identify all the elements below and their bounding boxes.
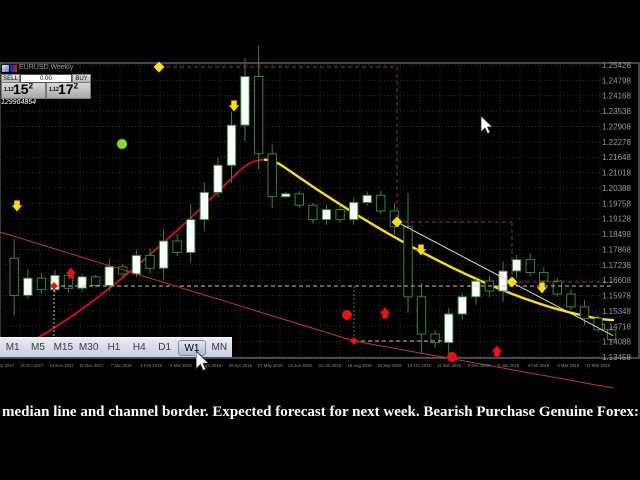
svg-text:15 Oct 2017: 15 Oct 2017 — [20, 363, 44, 368]
svg-text:24 Jun 2018: 24 Jun 2018 — [288, 363, 312, 368]
svg-text:1.18498: 1.18498 — [602, 230, 631, 239]
svg-text:29 Apr 2018: 29 Apr 2018 — [229, 363, 253, 368]
svg-text:1.21648: 1.21648 — [602, 153, 631, 162]
svg-text:3 Mar 2019: 3 Mar 2019 — [557, 363, 579, 368]
svg-text:1.21018: 1.21018 — [602, 169, 631, 178]
svg-text:1.24798: 1.24798 — [602, 76, 631, 85]
svg-text:6 Jan 2019: 6 Jan 2019 — [498, 363, 520, 368]
svg-text:11 Nov 2018: 11 Nov 2018 — [437, 363, 462, 368]
svg-text:1.23538: 1.23538 — [602, 107, 631, 116]
svg-text:4 Mar 2018: 4 Mar 2018 — [170, 363, 192, 368]
svg-text:1.14718: 1.14718 — [602, 322, 631, 331]
svg-text:27 May 2018: 27 May 2018 — [258, 363, 283, 368]
svg-text:1.20388: 1.20388 — [602, 184, 631, 193]
svg-text:17 Sep 2017: 17 Sep 2017 — [0, 363, 15, 368]
svg-text:12 Nov 2017: 12 Nov 2017 — [49, 363, 74, 368]
svg-text:31 Mar 2019: 31 Mar 2019 — [586, 363, 611, 368]
svg-text:1.17868: 1.17868 — [602, 245, 631, 254]
svg-text:1.19128: 1.19128 — [602, 215, 631, 224]
svg-text:3 Feb 2019: 3 Feb 2019 — [528, 363, 550, 368]
svg-text:1.14088: 1.14088 — [602, 338, 631, 347]
svg-text:1.19758: 1.19758 — [602, 199, 631, 208]
svg-text:1.15978: 1.15978 — [602, 292, 631, 301]
svg-text:1.15348: 1.15348 — [602, 307, 631, 316]
svg-text:4 Feb 2018: 4 Feb 2018 — [140, 363, 162, 368]
svg-text:1.17238: 1.17238 — [602, 261, 631, 270]
svg-text:1.22908: 1.22908 — [602, 123, 631, 132]
svg-text:22 Jul 2018: 22 Jul 2018 — [319, 363, 342, 368]
svg-text:16 Sep 2018: 16 Sep 2018 — [377, 363, 402, 368]
svg-text:1.25428: 1.25428 — [602, 61, 631, 70]
svg-text:14 Oct 2018: 14 Oct 2018 — [407, 363, 431, 368]
svg-text:10 Dec 2017: 10 Dec 2017 — [79, 363, 104, 368]
svg-text:19 Aug 2018: 19 Aug 2018 — [348, 363, 373, 368]
svg-text:9 Dec 2018: 9 Dec 2018 — [468, 363, 491, 368]
svg-text:7 Jan 2018: 7 Jan 2018 — [111, 363, 133, 368]
svg-text:1.13458: 1.13458 — [602, 353, 631, 362]
svg-text:1.24168: 1.24168 — [602, 92, 631, 101]
svg-text:1.16608: 1.16608 — [602, 276, 631, 285]
svg-text:1.22278: 1.22278 — [602, 138, 631, 147]
